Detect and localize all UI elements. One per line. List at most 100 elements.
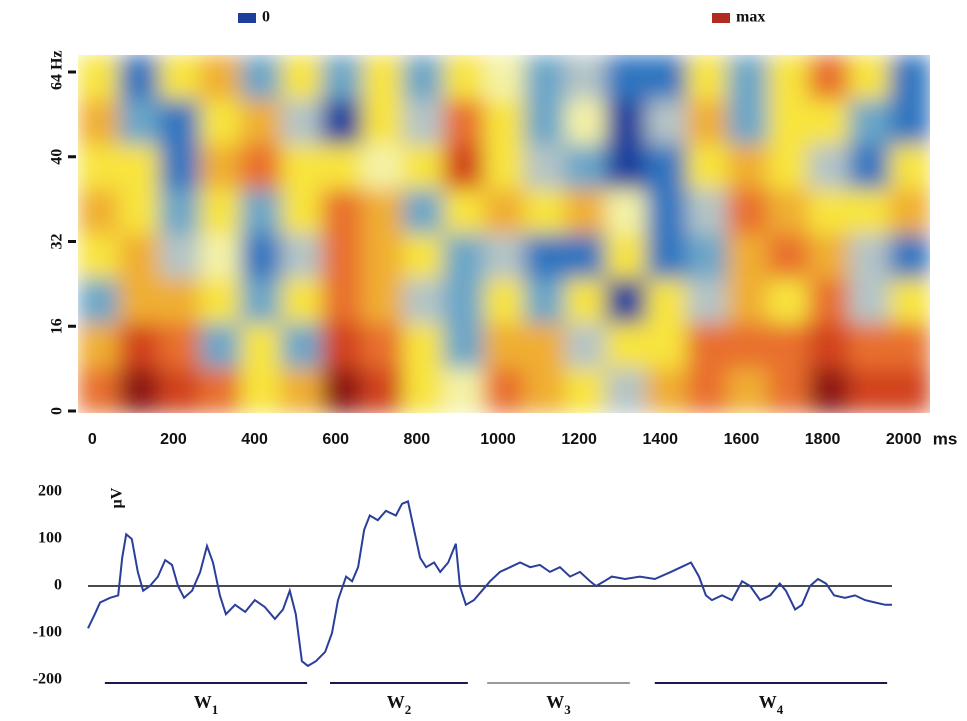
heatmap-cell [686, 234, 728, 280]
y-tick-label: 0 [54, 577, 62, 594]
heatmap-cell [402, 189, 444, 235]
heatmap-cell [808, 189, 850, 235]
x-tick-label: 1400 [642, 431, 678, 448]
heatmap-cell [443, 189, 485, 235]
heatmap-cell [78, 234, 120, 280]
x-tick-label: 1000 [480, 431, 516, 448]
heatmap-cell [767, 55, 809, 101]
heatmap-cell [767, 99, 809, 145]
heatmap-cell [280, 323, 322, 369]
y-tick-label: 32 [49, 234, 66, 250]
heatmap-cell [646, 368, 688, 413]
heatmap-cell [767, 189, 809, 235]
heatmap-cell [78, 278, 120, 324]
heatmap-cell [240, 99, 282, 145]
heatmap-cell [240, 189, 282, 235]
window-label: W4 [759, 692, 784, 717]
heatmap-cell [808, 323, 850, 369]
heatmap-cell [686, 368, 728, 413]
y-tick-label: -100 [33, 624, 62, 641]
heatmap-cell [767, 278, 809, 324]
x-tick-label: 800 [404, 431, 431, 448]
x-tick-label: 0 [88, 431, 97, 448]
y-tick-label: -200 [33, 671, 62, 688]
heatmap-cell [443, 99, 485, 145]
heatmap-cell [443, 55, 485, 101]
heatmap-cell [402, 55, 444, 101]
heatmap-cell [118, 323, 160, 369]
heatmap-cell [848, 234, 890, 280]
heatmap-cell [78, 189, 120, 235]
heatmap-cell [280, 189, 322, 235]
heatmap-cell [848, 368, 890, 413]
heatmap-cell [443, 234, 485, 280]
heatmap-cell [524, 55, 566, 101]
heatmap-cell [605, 234, 647, 280]
heatmap-cell [605, 278, 647, 324]
heatmap-cell [362, 99, 404, 145]
heatmap-cell [727, 368, 769, 413]
x-tick-label: 400 [241, 431, 268, 448]
heatmap-cell [159, 323, 201, 369]
x-tick-label: 1800 [805, 431, 841, 448]
heatmap-cell [524, 234, 566, 280]
heatmap-cell [159, 144, 201, 190]
heatmap-cell [524, 189, 566, 235]
heatmap-cell [483, 189, 525, 235]
heatmap-cell [362, 144, 404, 190]
heatmap-cell [159, 278, 201, 324]
heatmap-cell [727, 234, 769, 280]
y-tick-label: 100 [38, 530, 62, 547]
y-tick-label: 200 [38, 483, 62, 500]
heatmap-cell [524, 278, 566, 324]
heatmap-cell [889, 99, 930, 145]
heatmap-cell [240, 323, 282, 369]
heatmap-cell [118, 55, 160, 101]
heatmap-cell [848, 99, 890, 145]
heatmap-cell [240, 278, 282, 324]
heatmap-cell [808, 368, 850, 413]
heatmap-cell [362, 323, 404, 369]
x-axis-label: ms [933, 429, 958, 448]
heatmap-cell [848, 144, 890, 190]
legend-swatch [712, 13, 730, 23]
heatmap-cell [402, 234, 444, 280]
heatmap-cell [564, 99, 606, 145]
heatmap-cell [808, 99, 850, 145]
heatmap-cell [199, 99, 241, 145]
heatmap-cell [848, 278, 890, 324]
heatmap-cell [199, 323, 241, 369]
heatmap-cell [118, 368, 160, 413]
heatmap-cell [686, 278, 728, 324]
heatmap-cell [767, 368, 809, 413]
heatmap-cell [443, 368, 485, 413]
heatmap-cell [362, 55, 404, 101]
heatmap-cell [564, 55, 606, 101]
heatmap-cell [483, 234, 525, 280]
heatmap-cell [646, 99, 688, 145]
heatmap-cell [321, 278, 363, 324]
heatmap-cell [808, 55, 850, 101]
heatmap-cell [564, 278, 606, 324]
heatmap-cell [199, 55, 241, 101]
heatmap-cell [362, 234, 404, 280]
heatmap-cell [564, 234, 606, 280]
heatmap-cell [564, 323, 606, 369]
heatmap-cell [889, 189, 930, 235]
x-tick-label: 2000 [886, 431, 922, 448]
heatmap-cell [767, 234, 809, 280]
heatmap-cell [524, 144, 566, 190]
heatmap-cell [443, 144, 485, 190]
heatmap-cell [646, 55, 688, 101]
heatmap-cell [483, 55, 525, 101]
heatmap-cell [159, 234, 201, 280]
heatmap-cell [118, 144, 160, 190]
heatmap-cell [686, 99, 728, 145]
heatmap-cell [159, 189, 201, 235]
heatmap-cell [240, 144, 282, 190]
heatmap-cell [767, 323, 809, 369]
heatmap-cell [78, 99, 120, 145]
heatmap-cell [564, 144, 606, 190]
heatmap-cell [78, 55, 120, 101]
